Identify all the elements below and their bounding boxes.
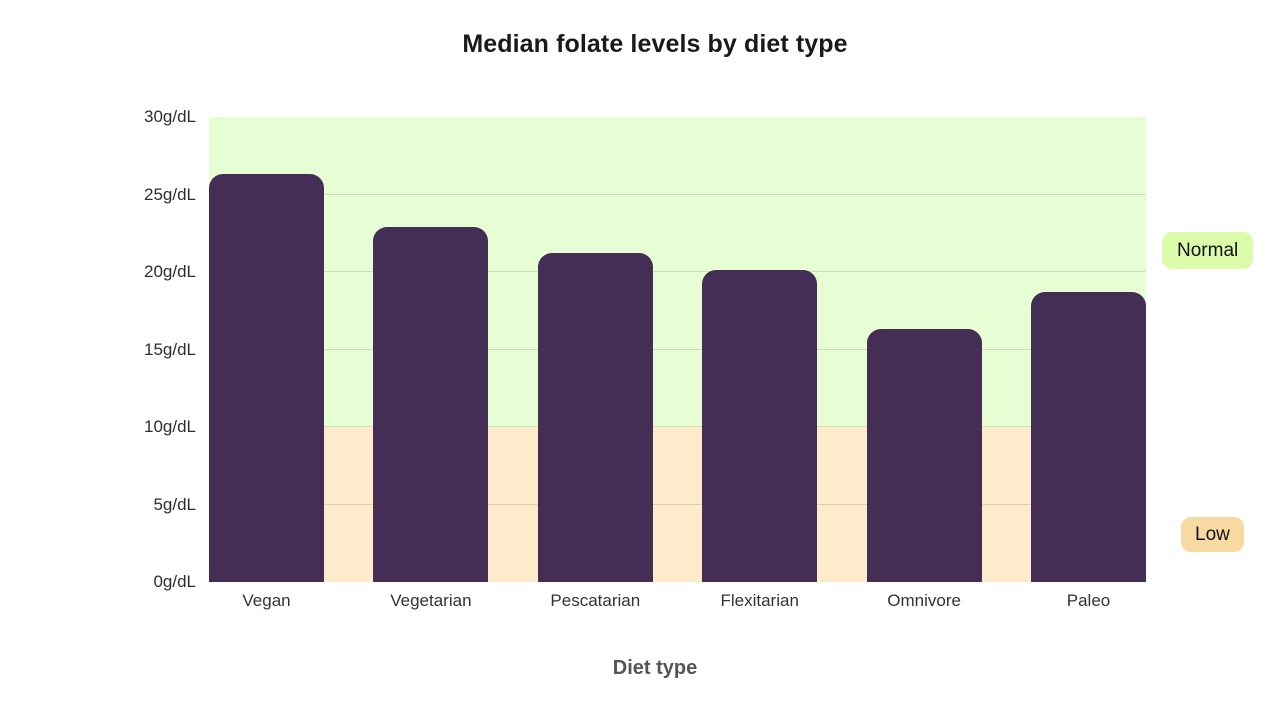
bar-vegetarian [373, 227, 489, 582]
bar-pescatarian [537, 253, 653, 582]
x-tick-label: Vegan [242, 591, 291, 610]
x-axis-title: Diet type [612, 657, 698, 679]
y-tick-label: 0g/dL [153, 572, 196, 591]
x-tick-label: Paleo [1066, 591, 1111, 610]
gridline-10 [209, 426, 1146, 427]
gridline-25 [209, 193, 1146, 195]
gridline-20 [209, 271, 1146, 272]
gridline-5 [209, 503, 1146, 505]
band-low [209, 427, 1146, 582]
y-tick-label: 20g/dL [144, 262, 196, 281]
bar-paleo [1031, 292, 1146, 582]
y-tick-label: 10g/dL [144, 417, 196, 436]
band-normal [209, 117, 1146, 427]
y-tick-label: 5g/dL [153, 494, 196, 514]
x-tick-label: Vegetarian [390, 591, 472, 610]
chart-title: Median folate levels by diet type [462, 30, 848, 58]
normal-range-badge: Normal [1162, 232, 1254, 269]
plot-area [209, 117, 1146, 582]
gridline-15 [209, 348, 1146, 350]
y-tick-label: 15g/dL [144, 339, 196, 359]
bar-omnivore [866, 329, 982, 582]
x-tick-label: Flexitarian [720, 591, 799, 610]
bar-vegan [209, 174, 324, 582]
y-tick-label: 25g/dL [144, 184, 196, 204]
y-tick-label: 30g/dL [144, 107, 196, 126]
x-tick-label: Pescatarian [550, 591, 641, 610]
bar-flexitarian [702, 270, 818, 582]
low-range-badge: Low [1181, 517, 1244, 552]
x-tick-label: Omnivore [887, 591, 961, 610]
